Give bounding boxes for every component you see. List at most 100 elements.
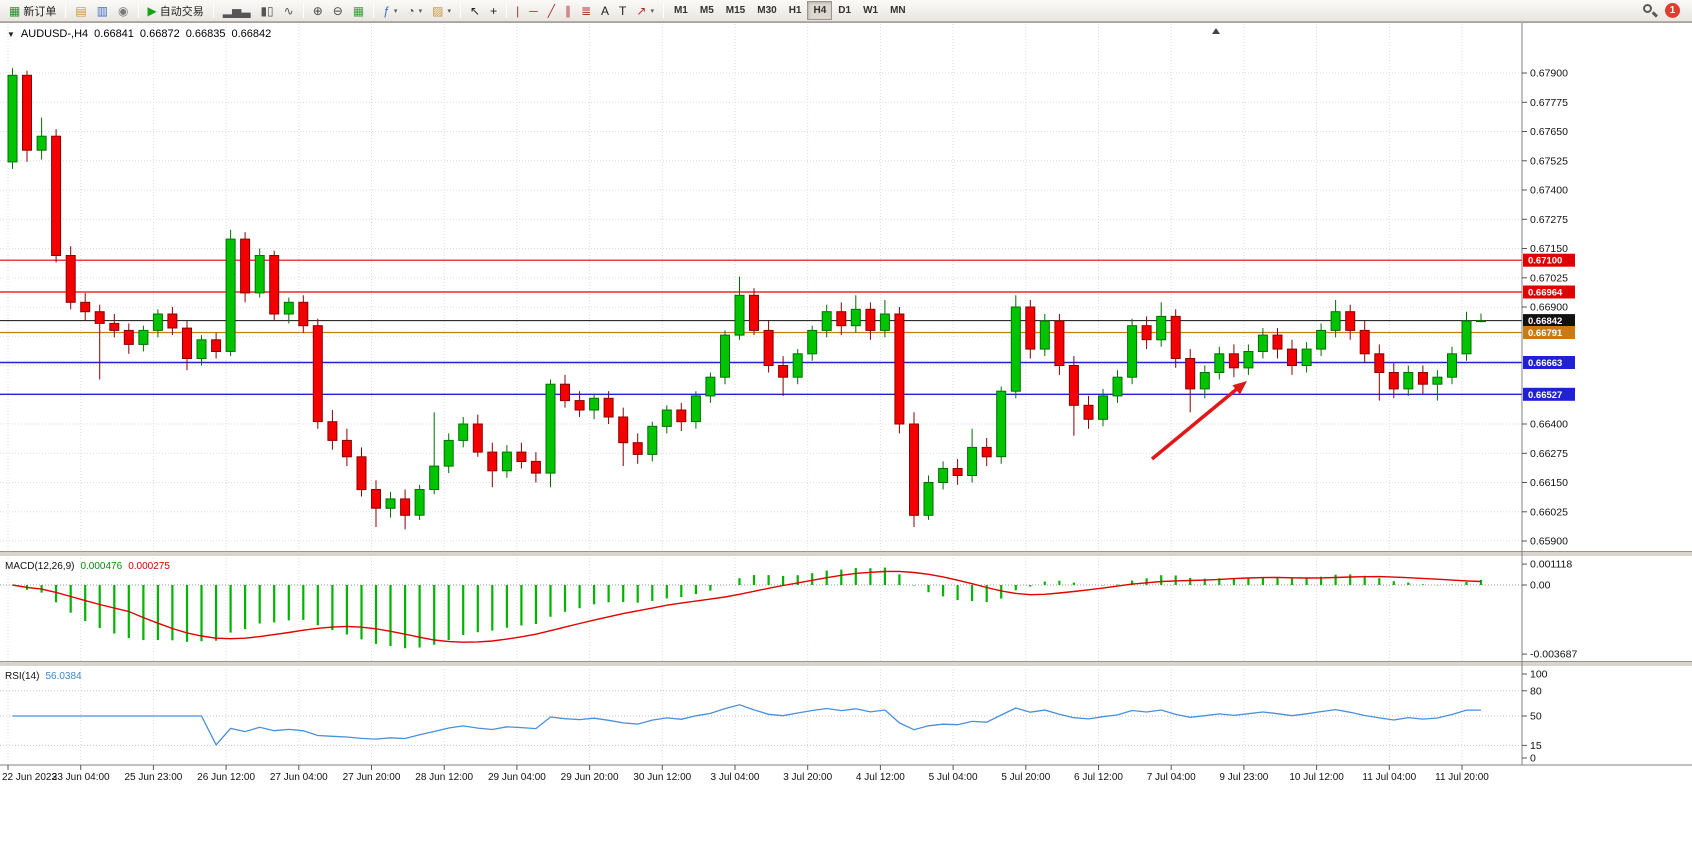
timeframe-w1-button[interactable]: W1 <box>857 1 884 20</box>
svg-text:0.67100: 0.67100 <box>1528 256 1562 267</box>
svg-text:6 Jul 12:00: 6 Jul 12:00 <box>1074 772 1123 783</box>
toolbar-group-cursor: ↖ + <box>465 0 502 21</box>
timeframe-d1-button[interactable]: D1 <box>832 1 857 20</box>
svg-text:29 Jun 20:00: 29 Jun 20:00 <box>561 772 619 783</box>
zoom-in-button[interactable]: ⊕ <box>308 1 328 20</box>
candlestick-chart-button[interactable]: ▮▯ <box>255 1 278 20</box>
timeframe-h1-button[interactable]: H1 <box>783 1 808 20</box>
svg-text:-0.003687: -0.003687 <box>1530 649 1577 661</box>
arrows-button[interactable]: ↗ ▾ <box>631 1 659 20</box>
line-chart-button[interactable]: ∿ <box>279 1 299 20</box>
zoom-out-button[interactable]: ⊖ <box>328 1 348 20</box>
toolbar-group-zoom: ⊕ ⊖ ▦ <box>308 0 369 21</box>
toolbar-separator <box>65 3 67 18</box>
svg-text:29 Jun 04:00: 29 Jun 04:00 <box>488 772 546 783</box>
dropdown-caret-icon: ▾ <box>447 7 452 15</box>
rsi-panel <box>0 690 1522 746</box>
data-window-button[interactable]: ▥ <box>92 1 113 20</box>
toolbar-separator <box>460 3 462 18</box>
price-chart-canvas[interactable]: 0.67900 0.67775 0.67650 0.67525 0.67400 0.672… <box>0 23 1692 848</box>
chart-shift-marker[interactable] <box>1212 28 1220 34</box>
svg-text:0.00: 0.00 <box>1530 580 1551 592</box>
fibonacci-icon: ≣ <box>580 3 592 18</box>
fibonacci-button[interactable]: ≣ <box>576 1 596 20</box>
text-label-button[interactable]: T <box>614 1 631 20</box>
new-order-button-label: 新订单 <box>23 5 57 18</box>
timeframe-mn-button[interactable]: MN <box>884 1 912 20</box>
svg-text:27 Jun 04:00: 27 Jun 04:00 <box>270 772 328 783</box>
chart-background <box>0 23 1692 848</box>
svg-text:0.66275: 0.66275 <box>1530 448 1568 460</box>
text-label-icon: T <box>619 3 627 18</box>
svg-text:0.67900: 0.67900 <box>1530 68 1568 80</box>
trend-arrow-annotation[interactable] <box>1150 381 1247 461</box>
svg-text:11 Jul 20:00: 11 Jul 20:00 <box>1435 772 1489 783</box>
svg-text:10 Jul 12:00: 10 Jul 12:00 <box>1289 772 1344 783</box>
vertical-line-button[interactable]: | <box>511 1 524 20</box>
new-order-button[interactable]: ▦ 新订单 <box>4 1 61 20</box>
svg-text:22 Jun 2023: 22 Jun 2023 <box>2 772 57 783</box>
charts-button[interactable]: ▤ <box>70 1 91 20</box>
timeframe-m30-button[interactable]: M30 <box>751 1 782 20</box>
autotrading-button-label: 自动交易 <box>159 5 204 18</box>
timeframe-h4-button[interactable]: H4 <box>807 1 833 20</box>
svg-text:7 Jul 04:00: 7 Jul 04:00 <box>1147 772 1196 783</box>
toolbar-separator <box>662 3 664 18</box>
templates-button[interactable]: ▨ ▾ <box>427 1 456 20</box>
bar-chart-button[interactable]: ▂▅▃ <box>218 1 256 20</box>
zoom-in-icon: ⊕ <box>312 3 323 18</box>
svg-text:5 Jul 04:00: 5 Jul 04:00 <box>929 772 978 783</box>
macd-panel <box>0 567 1522 649</box>
autotrading-button[interactable]: ▶ 自动交易 <box>143 1 209 20</box>
toolbar-group-orders: ▦ 新订单 <box>4 0 61 21</box>
svg-text:0.67025: 0.67025 <box>1530 272 1568 284</box>
timeframe-m15-button[interactable]: M15 <box>720 1 751 20</box>
svg-text:0.66150: 0.66150 <box>1530 477 1568 489</box>
svg-text:0.65900: 0.65900 <box>1530 536 1568 548</box>
cursor-icon: ↖ <box>470 3 481 18</box>
svg-text:0.67775: 0.67775 <box>1530 97 1568 109</box>
tile-windows-button[interactable]: ▦ <box>348 1 369 20</box>
price-scale[interactable]: 0.67900 0.67775 0.67650 0.67525 0.67400 0.672… <box>1521 23 1577 765</box>
navigator-icon: ◉ <box>118 3 129 18</box>
trendline-button[interactable]: ╱ <box>543 1 560 20</box>
toolbar-group-timeframes: M1 M5 M15 M30 H1 H4 D1 W1 MN <box>668 0 912 21</box>
notification-badge[interactable]: 1 <box>1665 3 1680 18</box>
svg-text:0.66025: 0.66025 <box>1530 506 1568 518</box>
navigator-button[interactable]: ◉ <box>113 1 133 20</box>
periods-icon: ◔ <box>407 3 415 18</box>
chart-window[interactable]: 0.67900 0.67775 0.67650 0.67525 0.67400 0.672… <box>0 22 1692 848</box>
collapse-triangle-icon[interactable]: ▼ <box>7 30 15 39</box>
search-icon[interactable] <box>1642 3 1659 18</box>
toolbar-group-panels: ▤ ▥ ◉ <box>70 0 133 21</box>
support-line-2-badge <box>1523 387 1575 401</box>
candlestick-icon: ▮▯ <box>260 3 274 18</box>
toolbar-separator <box>373 3 375 18</box>
svg-text:0.66527: 0.66527 <box>1528 390 1562 401</box>
text-button[interactable]: A <box>596 1 614 20</box>
indicators-button[interactable]: ƒ ▾ <box>378 1 402 20</box>
current-price-line-badge <box>1523 314 1575 328</box>
toolbar-right-group: 1 <box>1642 3 1688 18</box>
timeframe-m1-button-label: M1 <box>673 5 688 16</box>
pivot-line-badge <box>1523 326 1575 339</box>
crosshair-button[interactable]: + <box>485 1 502 20</box>
horizontal-line-icon: ─ <box>529 3 538 18</box>
svg-text:0.66900: 0.66900 <box>1530 302 1568 314</box>
timeframe-m5-button[interactable]: M5 <box>694 1 720 20</box>
line-chart-icon: ∿ <box>283 3 294 18</box>
horizontal-line-button[interactable]: ─ <box>524 1 543 20</box>
svg-text:27 Jun 20:00: 27 Jun 20:00 <box>343 772 401 783</box>
toolbar-group-chart-tools: ƒ ▾ ◔ ▾ ▨ ▾ <box>378 0 456 21</box>
svg-text:0: 0 <box>1530 753 1536 765</box>
periods-button[interactable]: ◔ ▾ <box>402 1 427 20</box>
data-window-icon: ▥ <box>96 3 109 18</box>
channel-button[interactable]: ∥ <box>560 1 576 20</box>
panel-separators[interactable] <box>0 551 1692 667</box>
cursor-button[interactable]: ↖ <box>465 1 485 20</box>
svg-text:0.67400: 0.67400 <box>1530 185 1568 197</box>
timeframe-h1-button-label: H1 <box>788 5 802 16</box>
timeframe-m1-button[interactable]: M1 <box>668 1 694 20</box>
